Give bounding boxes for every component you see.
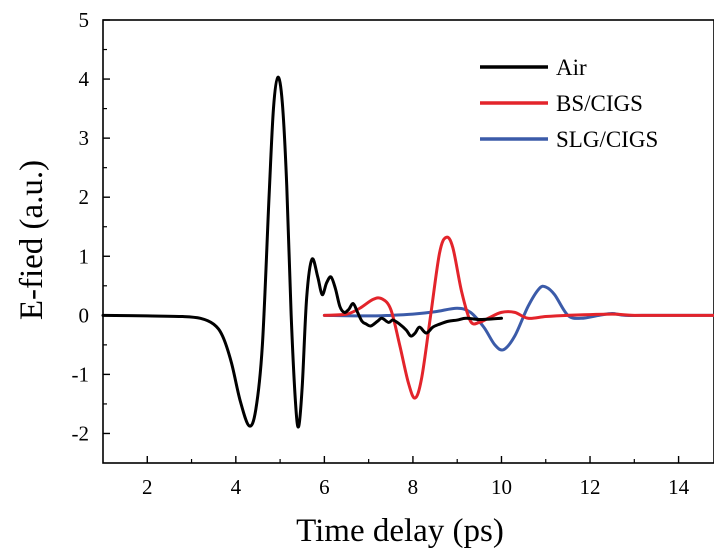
- y-axis-title: E-fied (a.u.): [14, 160, 50, 320]
- y-tick-label: 1: [79, 244, 90, 268]
- y-tick-label: -2: [72, 421, 90, 445]
- x-tick-label: 8: [408, 475, 419, 499]
- y-tick-label: -1: [72, 362, 90, 386]
- y-axis-ticks: -2 -1 0 1 2 3 4 5: [72, 8, 110, 445]
- series-line-air: [101, 75, 503, 429]
- y-tick-label: 5: [79, 8, 90, 32]
- y-tick-label: 2: [79, 185, 90, 209]
- x-tick-label: 4: [231, 475, 242, 499]
- plot-frame: [102, 19, 714, 464]
- y-tick-label: 3: [79, 126, 90, 150]
- legend-label: Air: [556, 55, 587, 80]
- x-tick-label: 14: [668, 475, 690, 499]
- legend: Air BS/CIGS SLG/CIGS: [480, 55, 658, 152]
- x-axis-ticks: 2 4 6 8 10 12 14: [142, 456, 690, 499]
- legend-label: SLG/CIGS: [556, 127, 658, 152]
- legend-label: BS/CIGS: [556, 91, 643, 116]
- y-tick-label: 0: [79, 303, 90, 327]
- series-layer: [101, 75, 714, 429]
- x-tick-label: 10: [491, 475, 512, 499]
- x-axis-title: Time delay (ps): [296, 513, 504, 549]
- x-tick-label: 6: [319, 475, 330, 499]
- x-tick-label: 12: [580, 475, 601, 499]
- x-tick-label: 2: [142, 475, 153, 499]
- series-line-bs-cigs: [322, 235, 714, 400]
- y-tick-label: 4: [79, 67, 90, 91]
